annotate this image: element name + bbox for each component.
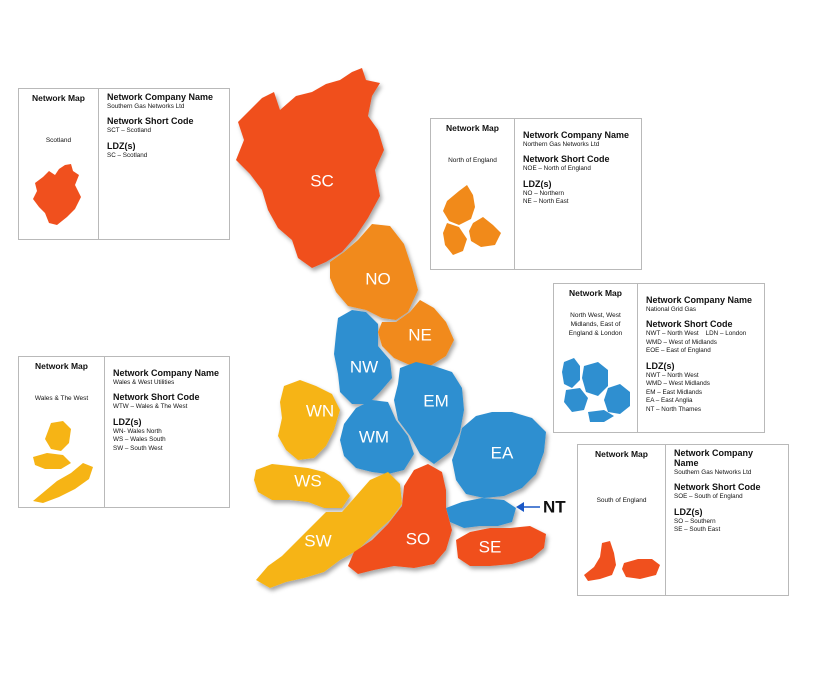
region-no[interactable] (330, 224, 418, 320)
nt-arrow (516, 502, 540, 512)
short-code-value: EOE – East of England (646, 347, 711, 355)
ldz-item: WS – Wales South (113, 436, 166, 444)
region-label-wn: WN (306, 401, 334, 420)
short-code-value: WMD – West of Midlands (646, 338, 717, 346)
short-code-title: Network Short Code (523, 154, 610, 165)
ldz-title: LDZ(s) (646, 360, 675, 371)
short-code-value: WTW – Wales & The West (113, 403, 188, 411)
ldz-item: EA – East Anglia (646, 397, 693, 405)
info-card-wales-west: Network Map Wales & The West Network Com… (18, 356, 230, 508)
ldz-item: SC – Scotland (107, 151, 148, 159)
info-card-national-grid: Network Map North West, West Midlands, E… (553, 283, 765, 433)
region-label-so: SO (406, 529, 431, 548)
region-wn[interactable] (278, 380, 340, 460)
region-em[interactable] (394, 362, 464, 464)
company-name-value: National Grid Gas (646, 305, 697, 313)
region-label-nw: NW (350, 357, 378, 376)
ldz-item: NT – North Thames (646, 405, 702, 413)
network-map-title: Network Map (35, 361, 88, 371)
mini-map-north (443, 185, 501, 255)
ldz-item: SO – Southern (674, 517, 716, 525)
network-map-panel: Network Map South of England (578, 445, 666, 595)
mini-map-national-grid (562, 358, 630, 422)
short-code-value: SCT – Scotland (107, 127, 151, 135)
region-ws[interactable] (254, 464, 350, 508)
network-region-name: South of England (596, 497, 647, 504)
company-name-value: Northern Gas Networks Ltd (523, 140, 600, 148)
network-details: Network Company Name Southern Gas Networ… (666, 445, 788, 595)
network-region-name: North of England (448, 157, 497, 164)
network-details: Network Company Name Wales & West Utilit… (105, 357, 229, 507)
region-label-ne: NE (408, 325, 432, 344)
network-details: Network Company Name Southern Gas Networ… (99, 89, 229, 239)
region-label-se: SE (479, 537, 502, 556)
region-label-ws: WS (294, 471, 321, 490)
network-map-title: Network Map (32, 93, 85, 103)
short-code-value: NWT – North West LDN – London (646, 330, 747, 338)
ldz-item: NWT – North West (646, 371, 699, 379)
ldz-item: SE – South East (674, 526, 721, 534)
info-card-scotland: Network Map Scotland Network Company Nam… (18, 88, 230, 240)
short-code-title: Network Short Code (107, 116, 194, 127)
short-code-value: SOE – South of England (674, 493, 743, 501)
ldz-item: EM – East Midlands (646, 388, 702, 396)
company-name-title: Network Company Name (107, 92, 214, 102)
network-region-name: Scotland (45, 137, 72, 144)
region-ne[interactable] (378, 300, 454, 366)
company-name-value: Southern Gas Networks Ltd (107, 102, 185, 110)
network-map-panel: Network Map Scotland (19, 89, 99, 239)
region-label-ea: EA (491, 443, 514, 462)
short-code-title: Network Short Code (674, 482, 761, 493)
network-region-name: North West, West Midlands, East of Engla… (568, 312, 623, 337)
ldz-title: LDZ(s) (674, 506, 703, 517)
company-name-value: Wales & West Utilities (113, 378, 175, 386)
network-map-title: Network Map (595, 449, 648, 459)
ldz-item: SW – South West (113, 444, 163, 452)
region-label-sc: SC (310, 171, 334, 190)
region-nt[interactable] (446, 498, 516, 528)
network-map-panel: Network Map North of England (431, 119, 515, 269)
network-map-panel: Network Map Wales & The West (19, 357, 105, 507)
region-sw[interactable] (256, 472, 402, 588)
short-code-title: Network Short Code (646, 319, 733, 330)
ldz-item: NE – North East (523, 198, 569, 206)
ldz-item: NO – Northern (523, 189, 564, 197)
network-region-name: Wales & The West (34, 395, 89, 402)
region-sc[interactable] (236, 68, 384, 268)
short-code-value: NOE – North of England (523, 165, 591, 173)
ldz-title: LDZ(s) (523, 178, 552, 189)
ldz-title: LDZ(s) (107, 140, 136, 151)
region-label-no: NO (365, 269, 391, 288)
region-label-em: EM (423, 391, 449, 410)
network-map-title: Network Map (569, 288, 622, 298)
mini-map-scotland (33, 164, 81, 225)
network-map-title: Network Map (446, 123, 499, 133)
region-so[interactable] (348, 464, 452, 574)
region-ea[interactable] (452, 412, 546, 498)
region-label-nt: NT (543, 497, 566, 516)
network-details: Network Company Name Northern Gas Networ… (515, 119, 641, 269)
company-name-value: Southern Gas Networks Ltd (674, 468, 752, 476)
company-name-title: Network Company Name (113, 368, 220, 378)
region-se[interactable] (456, 526, 546, 566)
ldz-title: LDZ(s) (113, 416, 142, 427)
company-name-title: Network Company Name (674, 448, 754, 468)
ldz-item: WN- Wales North (113, 427, 162, 435)
mini-map-south (584, 541, 660, 581)
info-card-north: Network Map North of England Network Com… (430, 118, 642, 270)
short-code-title: Network Short Code (113, 392, 200, 403)
company-name-title: Network Company Name (646, 295, 753, 305)
region-wm[interactable] (340, 400, 414, 474)
network-details: Network Company Name National Grid Gas N… (638, 284, 764, 432)
ldz-item: WMD – West Midlands (646, 380, 710, 388)
network-map-panel: Network Map North West, West Midlands, E… (554, 284, 638, 432)
info-card-south: Network Map South of England Network Com… (577, 444, 789, 596)
region-nw[interactable] (334, 310, 392, 404)
mini-map-wales-west (33, 421, 93, 503)
company-name-title: Network Company Name (523, 130, 630, 140)
region-label-wm: WM (359, 427, 389, 446)
region-label-sw: SW (304, 531, 331, 550)
